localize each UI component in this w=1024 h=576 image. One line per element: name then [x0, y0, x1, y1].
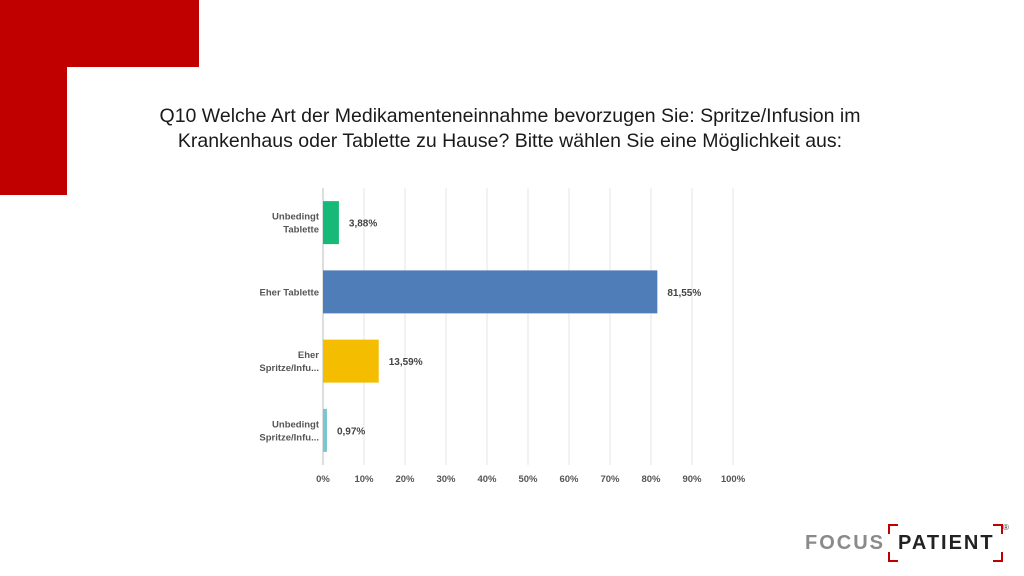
x-tick-label: 60%	[559, 474, 579, 485]
category-label: Eher	[298, 350, 319, 361]
category-label: Eher Tablette	[260, 287, 319, 298]
bar	[323, 201, 339, 245]
x-tick-label: 90%	[682, 474, 702, 485]
bar	[323, 339, 379, 383]
red-corner-decoration-side	[0, 67, 67, 195]
x-tick-label: 30%	[436, 474, 456, 485]
category-label: Spritze/Infu...	[259, 363, 319, 374]
logo-bracket-top-left	[888, 524, 898, 534]
logo-text-patient: PATIENT	[898, 532, 995, 554]
bar	[323, 270, 658, 314]
data-label: 3,88%	[349, 219, 377, 230]
x-tick-label: 10%	[354, 474, 374, 485]
logo-registered-mark: ®	[1003, 523, 1009, 532]
x-tick-label: 40%	[477, 474, 497, 485]
chart-title-line-1: Q10 Welche Art der Medikamenteneinnahme …	[159, 105, 861, 127]
x-tick-label: 100%	[721, 474, 746, 485]
red-corner-decoration-top	[0, 0, 199, 67]
logo-text-focus: FOCUS	[805, 532, 885, 554]
bar	[323, 408, 327, 452]
category-label: Spritze/Infu...	[259, 432, 319, 443]
category-label: Unbedingt	[272, 419, 320, 430]
category-label: Unbedingt	[272, 212, 320, 223]
logo-bracket-bottom-left	[888, 552, 898, 562]
data-label: 0,97%	[337, 426, 365, 437]
x-tick-label: 0%	[316, 474, 330, 485]
x-tick-label: 20%	[395, 474, 415, 485]
x-tick-label: 70%	[600, 474, 620, 485]
chart-title-line-2: Krankenhaus oder Tablette zu Hause? Bitt…	[177, 130, 843, 152]
chart-title: Q10 Welche Art der Medikamenteneinnahme …	[100, 104, 920, 154]
x-tick-label: 50%	[518, 474, 538, 485]
logo-bracket-top-right	[993, 524, 1003, 534]
data-label: 13,59%	[389, 357, 423, 368]
category-label: Tablette	[283, 225, 319, 236]
data-label: 81,55%	[667, 288, 701, 299]
x-tick-label: 80%	[641, 474, 661, 485]
logo-bracket-bottom-right	[993, 552, 1003, 562]
focus-patient-logo: FOCUS PATIENT ®	[805, 523, 1015, 562]
